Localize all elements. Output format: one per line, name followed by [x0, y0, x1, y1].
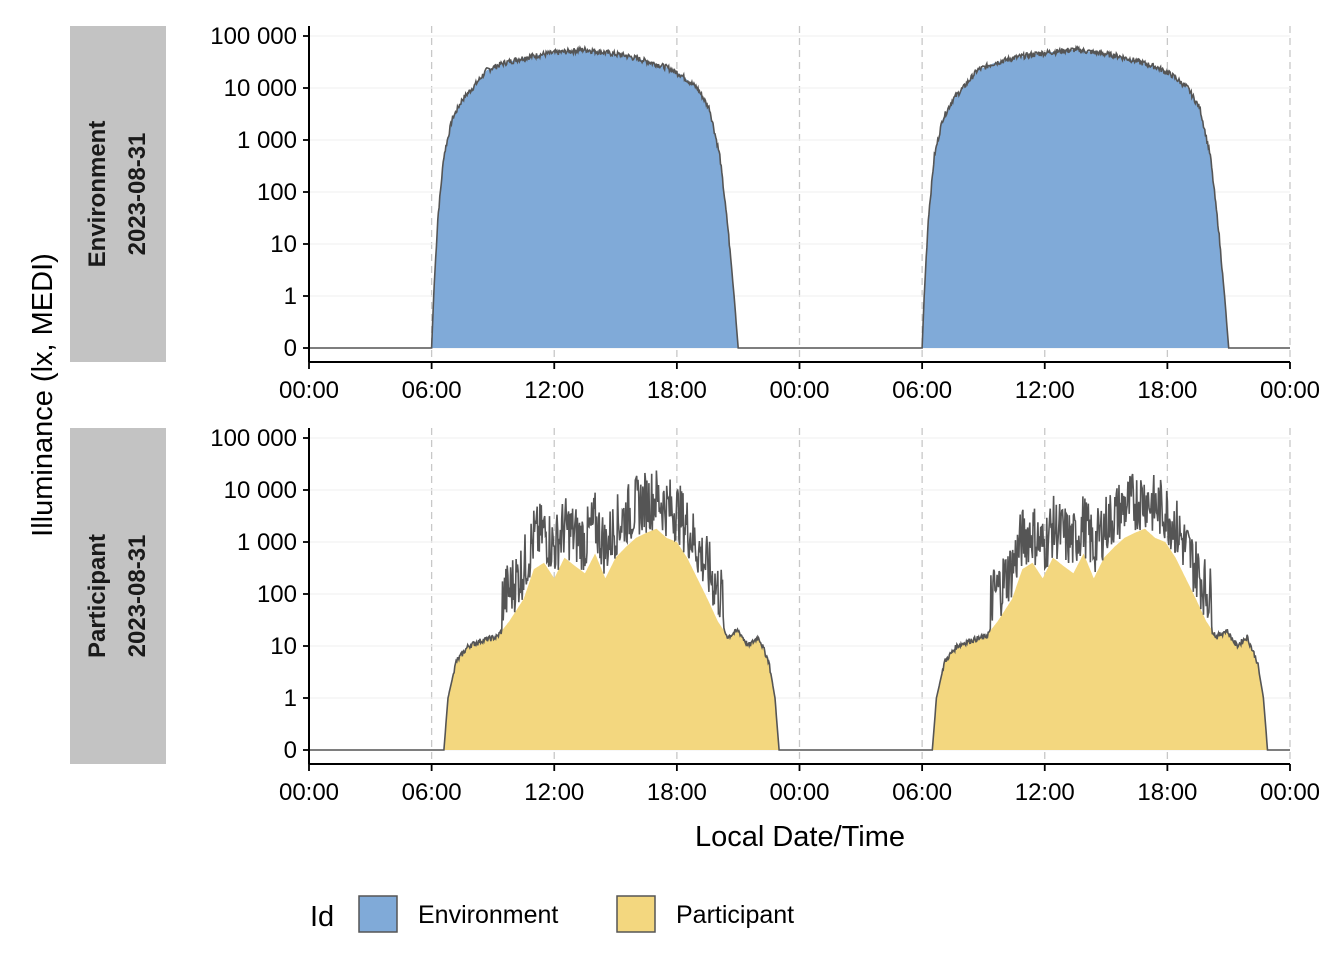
y-tick-label: 0: [284, 335, 297, 362]
y-tick-label: 1 000: [237, 529, 297, 556]
x-tick-label: 18:00: [1137, 779, 1197, 806]
y-tick-label: 100: [257, 179, 297, 206]
y-tick-label: 10 000: [224, 477, 297, 504]
y-axis-title: Illuminance (lx, MEDI): [27, 253, 59, 537]
x-tick-label: 12:00: [524, 377, 584, 404]
legend-label-participant: Participant: [676, 901, 794, 929]
x-tick-label: 12:00: [524, 779, 584, 806]
x-tick-label: 06:00: [402, 377, 462, 404]
x-axis-title: Local Date/Time: [695, 821, 905, 853]
y-tick-label: 1 000: [237, 127, 297, 154]
x-tick-label: 00:00: [279, 377, 339, 404]
x-tick-label: 18:00: [647, 377, 707, 404]
x-tick-label: 00:00: [1260, 377, 1320, 404]
area-participant: [309, 528, 1290, 750]
area-environment: [309, 49, 1290, 348]
x-tick-label: 00:00: [1260, 779, 1320, 806]
x-tick-label: 00:00: [279, 779, 339, 806]
y-tick-label: 10 000: [224, 75, 297, 102]
y-tick-label: 100 000: [210, 23, 297, 50]
line-participant: [309, 470, 1290, 751]
strip-environment: [70, 26, 166, 362]
legend-title: Id: [310, 901, 334, 933]
strip-participant-title: Participant: [84, 534, 111, 658]
strip-environment-title: Environment: [84, 121, 111, 268]
strip-environment-date: 2023-08-31: [124, 133, 151, 256]
x-tick-label: 06:00: [892, 779, 952, 806]
y-tick-label: 0: [284, 737, 297, 764]
y-tick-label: 100 000: [210, 425, 297, 452]
strip-participant: [70, 428, 166, 764]
x-tick-label: 18:00: [1137, 377, 1197, 404]
panel-participant: 0 1 10 100 1 000 10 000 100 000 00:00 06:00 12:00…: [210, 425, 1320, 806]
y-tick-label: 10: [270, 231, 297, 258]
legend-swatch-participant: [616, 895, 656, 933]
x-tick-label: 00:00: [769, 377, 829, 404]
x-tick-label: 06:00: [892, 377, 952, 404]
strip-participant-date: 2023-08-31: [124, 535, 151, 658]
legend: Id Environment Participant: [310, 895, 794, 933]
x-tick-label: 12:00: [1015, 377, 1075, 404]
y-tick-label: 100: [257, 581, 297, 608]
x-tick-label: 00:00: [769, 779, 829, 806]
y-tick-label: 1: [284, 283, 297, 310]
y-tick-label: 10: [270, 633, 297, 660]
y-tick-label: 1: [284, 685, 297, 712]
x-tick-label: 06:00: [402, 779, 462, 806]
legend-swatch-environment: [358, 895, 398, 933]
line-environment: [309, 44, 1290, 349]
panel-environment: 0 1 10 100 1 000 10 000 100 000 00:00 06:00 12:00…: [210, 23, 1320, 404]
legend-label-environment: Environment: [418, 901, 558, 929]
x-tick-label: 12:00: [1015, 779, 1075, 806]
x-tick-label: 18:00: [647, 779, 707, 806]
